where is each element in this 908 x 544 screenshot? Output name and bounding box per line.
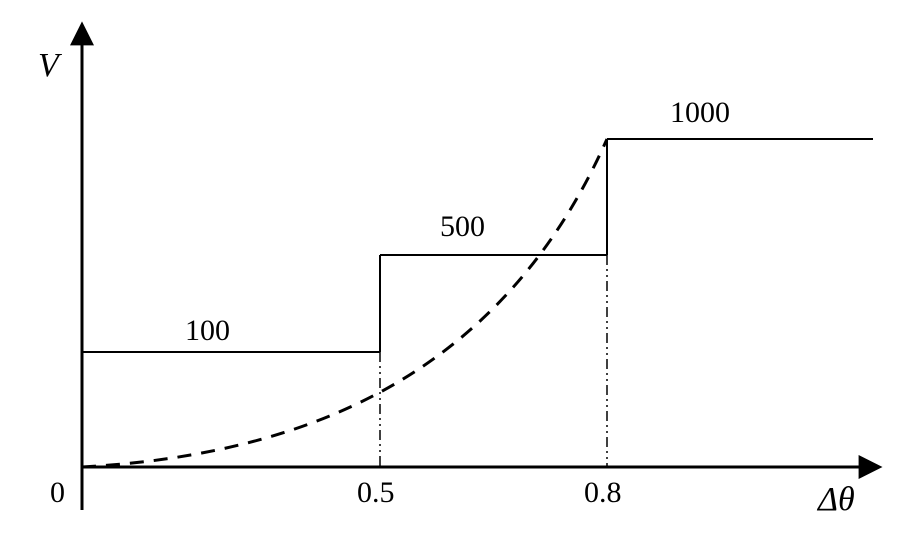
axes — [82, 31, 873, 510]
guides — [380, 255, 607, 467]
step-curve-chart: V Δθ 0 0.5 0.8 100 500 1000 — [0, 0, 908, 544]
x-tick-0_8: 0.8 — [584, 476, 622, 509]
dashed-curve — [82, 139, 607, 467]
x-tick-0_5: 0.5 — [357, 476, 395, 509]
x-axis-label: Δθ — [816, 481, 855, 518]
step-label-1000: 1000 — [670, 96, 730, 129]
origin-label: 0 — [50, 476, 65, 509]
step-label-500: 500 — [440, 210, 485, 243]
step-label-100: 100 — [185, 314, 230, 347]
y-axis-label: V — [38, 47, 63, 84]
